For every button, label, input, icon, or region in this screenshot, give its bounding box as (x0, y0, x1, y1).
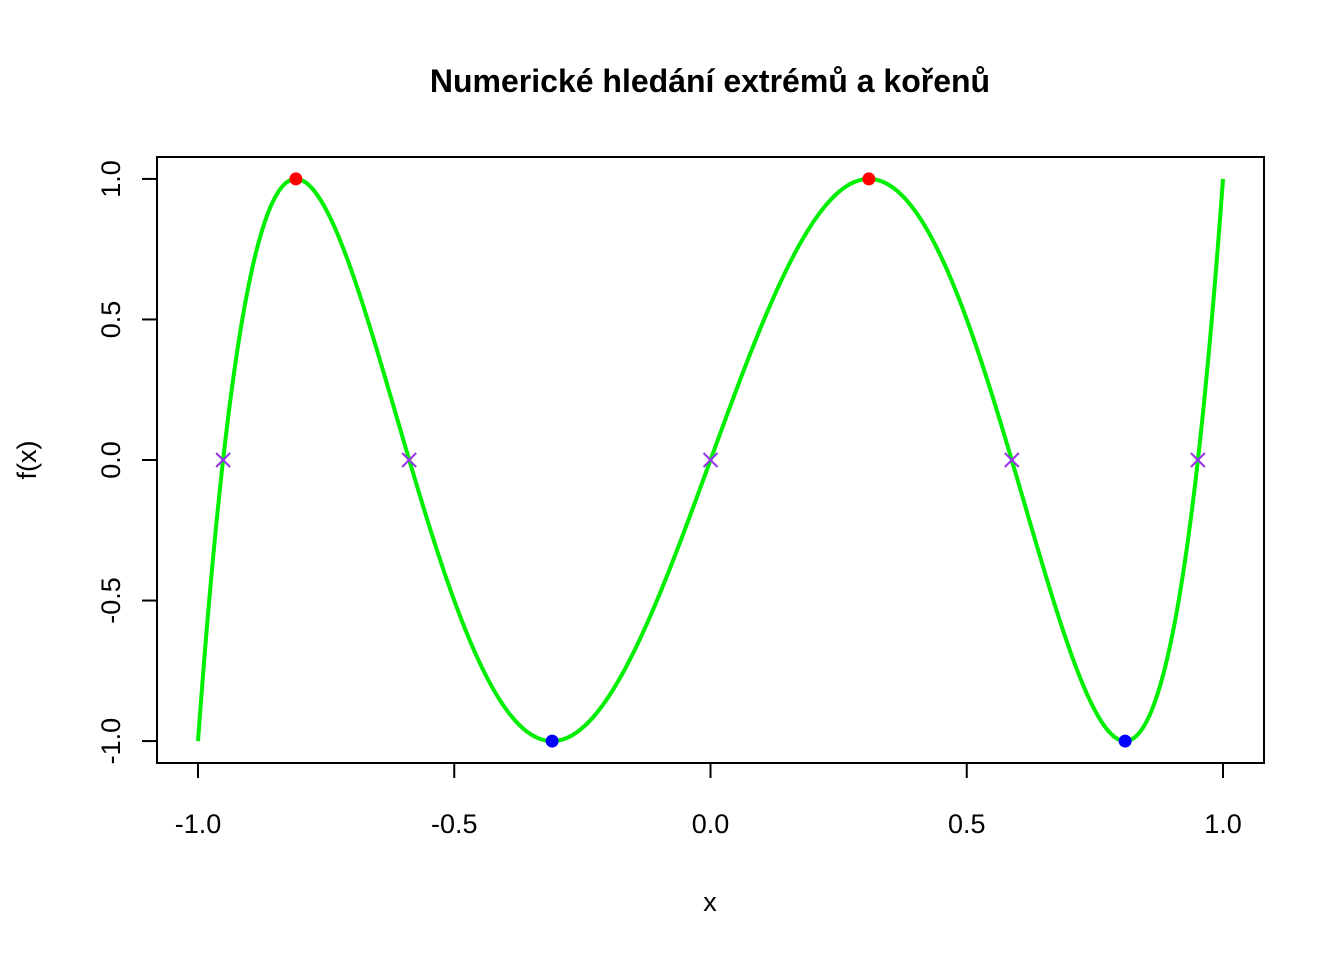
maximum-point (862, 172, 876, 186)
y-axis-label: f(x) (12, 441, 42, 480)
x-tick-label: 0.5 (948, 809, 986, 839)
x-tick-label: -0.5 (431, 809, 478, 839)
y-axis: -1.0 -0.5 0.0 0.5 1.0 (96, 160, 158, 765)
y-tick-label: 0.0 (96, 441, 126, 479)
root-marker (1004, 452, 1020, 468)
y-tick-label: 1.0 (96, 160, 126, 198)
root-marker (401, 452, 417, 468)
x-axis-label: x (703, 887, 717, 917)
x-axis: -1.0 -0.5 0.0 0.5 1.0 (175, 762, 1242, 839)
root-marker (702, 452, 719, 468)
root-marker (1190, 452, 1206, 468)
x-tick-label: -1.0 (175, 809, 222, 839)
x-tick-label: 0.0 (692, 809, 730, 839)
chart-title: Numerické hledání extrémů a kořenů (430, 63, 990, 99)
series-layer (196, 172, 1225, 748)
y-tick-label: -1.0 (96, 718, 126, 765)
y-tick-label: -0.5 (96, 577, 126, 624)
minimum-point (545, 734, 559, 748)
minimum-point (1118, 734, 1132, 748)
root-marker (215, 452, 231, 468)
maximum-point (289, 172, 303, 186)
y-tick-label: 0.5 (96, 301, 126, 339)
x-tick-label: 1.0 (1204, 809, 1242, 839)
